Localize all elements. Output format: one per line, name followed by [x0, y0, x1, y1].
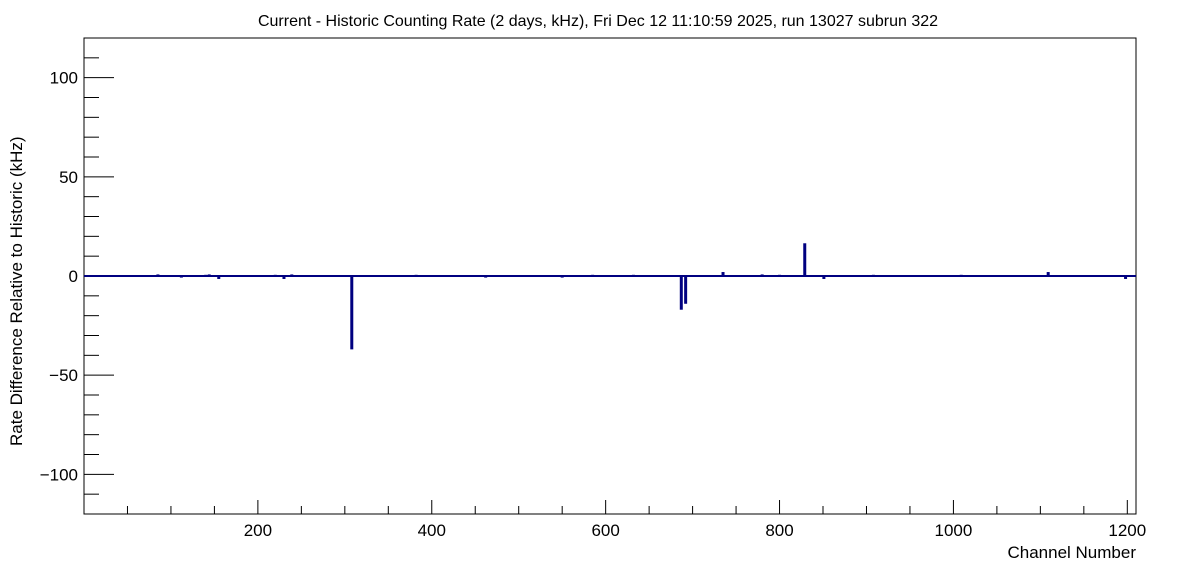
bar [282, 276, 286, 279]
x-tick-label: 1200 [1108, 521, 1146, 540]
bar [217, 276, 221, 279]
bar [871, 274, 875, 277]
y-tick-label: 0 [69, 267, 78, 286]
x-tick-label: 600 [591, 521, 619, 540]
y-tick-label: −100 [40, 465, 78, 484]
chart-title: Current - Historic Counting Rate (2 days… [258, 13, 938, 30]
bar [1124, 276, 1128, 279]
bar [760, 274, 764, 276]
data-series [84, 243, 1136, 350]
bar [350, 276, 354, 350]
bar [721, 272, 725, 276]
x-tick-label: 800 [765, 521, 793, 540]
y-axis: −100 −50 0 50 100 [40, 57, 114, 495]
bar [959, 274, 963, 277]
y-tick-label: 100 [50, 69, 78, 88]
y-axis-title: Rate Difference Relative to Historic (kH… [7, 136, 26, 446]
bar [484, 276, 488, 278]
bar [591, 274, 595, 277]
x-tick-label: 1000 [935, 521, 973, 540]
bar [273, 274, 277, 277]
bar [156, 274, 160, 276]
bar [684, 276, 688, 304]
x-axis-title: Channel Number [1007, 543, 1136, 562]
bar [822, 276, 826, 279]
bar [631, 274, 635, 277]
y-tick-label: 50 [59, 168, 78, 187]
bar [204, 274, 208, 277]
bar [179, 276, 183, 278]
x-tick-label: 400 [418, 521, 446, 540]
bar [679, 276, 683, 310]
bar [207, 274, 211, 276]
y-tick-label: −50 [49, 366, 78, 385]
x-tick-label: 200 [244, 521, 272, 540]
bar [414, 274, 418, 277]
x-axis: 200 400 600 800 1000 1200 [126, 500, 1146, 540]
bar [803, 243, 807, 276]
bar [290, 274, 294, 276]
bar [778, 274, 782, 277]
bar [560, 276, 564, 278]
bar [1046, 272, 1050, 276]
